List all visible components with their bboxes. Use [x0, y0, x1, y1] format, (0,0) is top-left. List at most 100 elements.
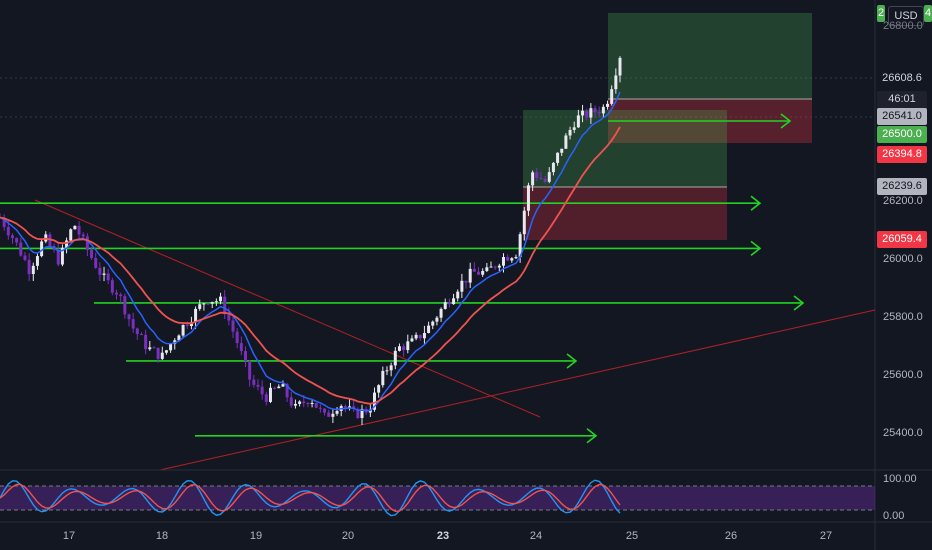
candle-body: [119, 294, 123, 297]
candle-body: [56, 249, 60, 265]
candle-body: [323, 408, 327, 413]
candle-body: [115, 292, 119, 295]
candle-body: [318, 407, 322, 409]
target-price-label: 26500.0: [877, 126, 927, 143]
x-tick: 27: [819, 530, 833, 542]
y-tick: 25400.0: [883, 427, 923, 439]
candle-body: [568, 129, 572, 136]
uptrend-line: [159, 309, 876, 471]
candle-body: [23, 255, 27, 260]
x-tick: 25: [625, 530, 639, 542]
candle-body: [593, 108, 597, 113]
candle-body: [439, 308, 443, 318]
x-tick: 18: [155, 530, 169, 542]
candle-body: [485, 267, 489, 271]
candle-body: [77, 225, 81, 235]
candle-body: [560, 148, 564, 153]
candle-body: [510, 258, 514, 261]
candle-body: [377, 385, 381, 393]
candle-body: [310, 402, 314, 404]
candle-body: [610, 89, 614, 104]
candle-body: [464, 280, 468, 283]
candle-body: [360, 408, 364, 418]
candle-body: [31, 265, 35, 275]
candle-body: [198, 304, 202, 309]
y-tick: 25800.0: [883, 311, 923, 323]
level-price-label-1: 26239.6: [877, 178, 927, 195]
candle-body: [181, 324, 185, 336]
candle-body: [410, 338, 414, 342]
x-tick: 26: [724, 530, 738, 542]
countdown-timer: 46:01: [888, 93, 916, 105]
candle-body: [131, 319, 135, 329]
candle-body: [535, 172, 539, 179]
candle-body: [81, 234, 85, 237]
candle-body: [481, 270, 485, 275]
candle-body: [194, 308, 198, 323]
candle-body: [40, 241, 44, 257]
candle-body: [460, 280, 464, 292]
candle-body: [385, 370, 389, 372]
candle-body: [164, 350, 168, 353]
candle-body: [356, 408, 360, 418]
x-tick: 19: [249, 530, 263, 542]
candle-body: [522, 210, 526, 235]
horizontal-level-arrow: [793, 295, 805, 311]
long-position-tool-2: [523, 110, 727, 240]
candle-body: [435, 317, 439, 322]
candle-body: [302, 401, 306, 404]
candle-body: [273, 387, 277, 389]
candle-body: [127, 314, 131, 320]
currency-button[interactable]: USD: [888, 6, 924, 26]
candle-body: [268, 387, 272, 402]
candle-body: [526, 185, 530, 211]
candle-body: [90, 249, 94, 259]
y-tick: 25600.0: [883, 369, 923, 381]
stoch-tick: 100.00: [883, 473, 917, 485]
horizontal-level-arrow: [566, 353, 578, 369]
candle-body: [202, 303, 206, 305]
candle-body: [572, 127, 576, 130]
candle-body: [227, 314, 231, 321]
candle-body: [456, 291, 460, 299]
candle-body: [73, 225, 77, 230]
candle-body: [85, 236, 89, 250]
x-tick: 20: [341, 530, 355, 542]
candle-body: [65, 240, 69, 248]
stoch-tick: 0.00: [883, 510, 905, 522]
candle-body: [314, 402, 318, 408]
candle-body: [94, 258, 98, 268]
candle-body: [497, 265, 501, 268]
candle-body: [285, 384, 289, 398]
candle-body: [564, 135, 568, 149]
candle-body: [506, 256, 510, 261]
candle-body: [19, 242, 23, 256]
candle-body: [185, 324, 189, 327]
candle-body: [547, 172, 551, 182]
candle-body: [27, 259, 31, 275]
horizontal-level-arrow: [750, 195, 762, 211]
y-tick-partial: 26800.0: [883, 20, 923, 32]
candle-body: [443, 302, 447, 309]
candle-body: [589, 108, 593, 118]
candle-body: [139, 334, 143, 336]
candle-body: [447, 302, 451, 305]
candle-body: [402, 346, 406, 351]
candle-body: [539, 178, 543, 180]
candle-body: [231, 320, 235, 332]
candle-body: [223, 296, 227, 315]
candle-body: [468, 268, 472, 283]
candle-body: [618, 57, 622, 76]
candle-body: [239, 343, 243, 352]
price-label-top-right: 4: [924, 5, 932, 22]
stoch-d-line: [0, 483, 621, 513]
candle-body: [601, 106, 605, 114]
downtrend-line: [34, 199, 541, 418]
last-price-label: 26608.6: [882, 72, 922, 84]
candle-body: [348, 406, 352, 408]
horizontal-level-arrow: [780, 113, 792, 129]
candle-body: [219, 296, 223, 302]
grid: [0, 77, 875, 118]
candle-body: [452, 298, 456, 305]
